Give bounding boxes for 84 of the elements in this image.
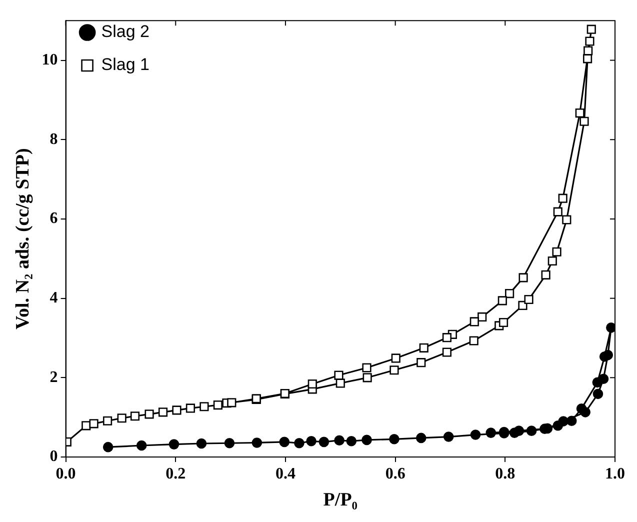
y-tick-label: 6 (50, 210, 58, 228)
point (592, 388, 604, 400)
point (553, 207, 562, 216)
point (168, 439, 180, 450)
point (389, 434, 400, 444)
point (334, 370, 344, 380)
point (362, 373, 372, 382)
point (505, 289, 514, 298)
point (172, 406, 182, 415)
y-axis-title: Vol. N₂ ads. (cc/g STP) (12, 148, 34, 330)
point (390, 366, 399, 375)
point (541, 270, 550, 280)
point (580, 116, 589, 126)
point (518, 300, 528, 310)
point (117, 414, 126, 423)
point (442, 348, 452, 357)
x-tick-label: 0.4 (275, 466, 296, 483)
point (227, 398, 236, 408)
point (584, 46, 593, 56)
y-tick-label: 10 (42, 51, 58, 68)
y-tick-label: 2 (50, 368, 58, 386)
point (318, 436, 330, 448)
point (294, 438, 304, 448)
point (524, 294, 534, 304)
point (346, 436, 357, 446)
point (514, 426, 524, 436)
point (486, 428, 496, 438)
point (308, 379, 317, 389)
point (186, 404, 196, 413)
x-axis-title: P/P₀ (323, 490, 358, 511)
point (575, 108, 584, 118)
legend-label: Slag 2 (101, 22, 150, 42)
point (102, 442, 114, 452)
point (586, 24, 596, 34)
x-tick-label: 0.6 (385, 466, 406, 483)
point (103, 416, 112, 426)
point (552, 247, 562, 256)
point (306, 436, 316, 446)
point (526, 426, 537, 436)
point (576, 403, 587, 414)
point (498, 296, 507, 306)
y-tick-label: 8 (50, 130, 58, 148)
point (552, 420, 564, 431)
point (419, 343, 428, 352)
y-tick-label: 4 (50, 289, 58, 306)
point (585, 36, 594, 46)
point (213, 400, 222, 410)
x-tick-label: 0.8 (495, 466, 516, 483)
point (252, 438, 262, 448)
point (82, 421, 91, 430)
point (362, 434, 372, 446)
point (391, 354, 400, 363)
x-tick-label: 1.0 (605, 466, 625, 483)
point (558, 194, 568, 203)
point (136, 440, 147, 451)
point (470, 430, 481, 440)
point (196, 438, 207, 449)
point (334, 435, 344, 446)
point (566, 416, 577, 426)
point (416, 358, 426, 368)
point (442, 333, 452, 342)
point (362, 363, 372, 372)
point (548, 256, 557, 266)
legend-label: Slag 1 (101, 55, 150, 74)
point (498, 318, 508, 328)
point (279, 436, 290, 448)
point (478, 312, 487, 322)
point (562, 215, 572, 224)
point (470, 317, 479, 326)
y-tick-label: 0 (50, 448, 58, 466)
point (599, 351, 610, 362)
point (416, 432, 426, 444)
x-tick-label: 0.0 (56, 466, 76, 483)
point (518, 273, 528, 282)
point (592, 377, 603, 388)
point (224, 438, 235, 448)
point (130, 412, 140, 421)
point (469, 336, 478, 346)
point (443, 432, 454, 442)
point (158, 408, 168, 417)
point (144, 410, 154, 419)
x-tick-label: 0.2 (166, 466, 186, 483)
point (200, 402, 209, 412)
point (89, 419, 98, 428)
